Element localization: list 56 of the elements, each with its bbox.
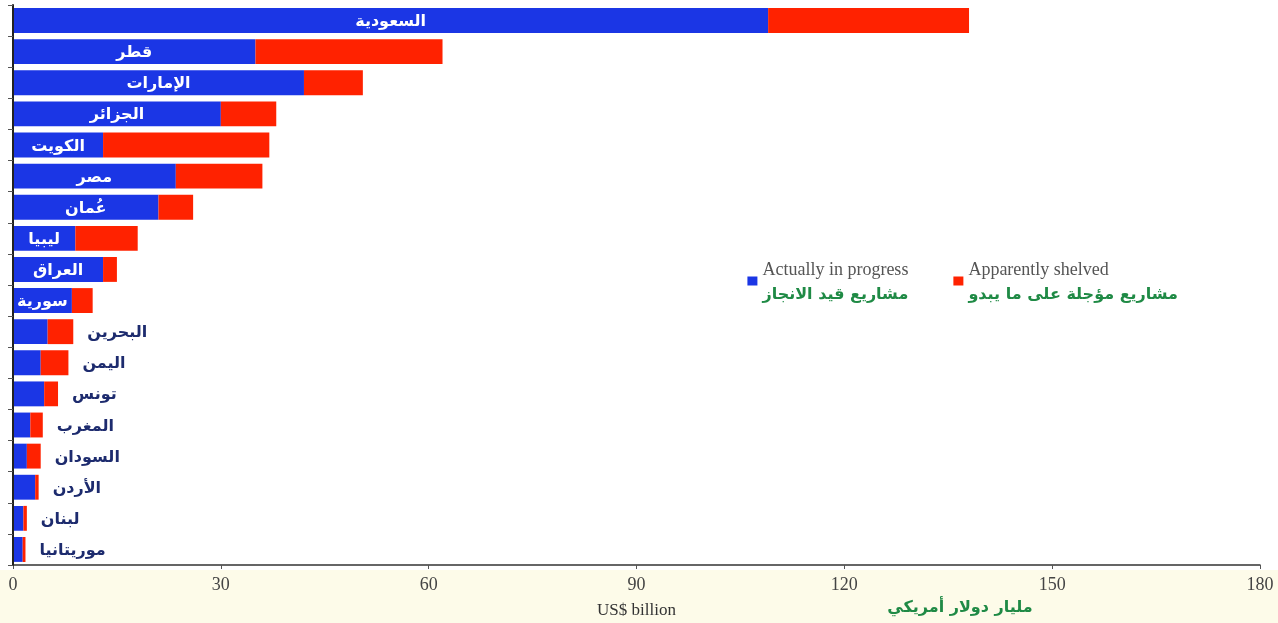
bar [103,257,117,282]
y-tick-label: لبنان [40,508,80,528]
bar [13,163,176,189]
text: مليار دولار أمريكي [887,595,1033,617]
bar [13,39,256,65]
y-tick-label: الإمارات [126,73,191,93]
y-tick-label: قطر [115,42,153,62]
y-tick-label: ليبيا [28,228,60,248]
bar [23,505,27,531]
bar [220,101,277,127]
y-tick-label: البحرين [87,322,148,342]
bar [13,194,159,220]
bar [71,288,93,313]
bar [13,70,304,96]
bar [13,474,36,500]
x-tick-label: 180 [1246,574,1274,594]
y-tick-label: الأردن [52,477,102,497]
x-tick-label: 90 [627,574,646,594]
bar [35,474,39,500]
y-tick-label: سورية [17,291,68,311]
y-tick-label: تونس [72,384,117,404]
y-tick-label: مصر [75,166,113,186]
y-tick-label: العراق [32,259,84,279]
bar [175,163,263,189]
bar [255,39,443,65]
x-tick-label: 120 [830,574,858,594]
bar [13,381,45,407]
y-tick-label: السعودية [355,11,426,31]
y-tick-label: اليمن [82,353,126,373]
bar [13,319,48,345]
y-tick-label: الجزائر [88,104,145,124]
y-tick-label: الكويت [31,135,85,155]
bar [303,70,363,96]
bar [13,443,27,469]
y-tick-label: عُمان [65,197,107,217]
y-tick-label: السودان [54,446,120,466]
x-axis-title: US$ billion [597,600,677,619]
bar [44,381,59,407]
bar [13,8,769,33]
bar [40,350,69,376]
bar [26,443,41,469]
bar [13,537,23,562]
y-tick-label: موريتانيا [39,539,106,559]
bar [158,194,194,220]
x-tick-label: 0 [8,574,18,594]
bar [13,101,221,127]
bar [768,8,970,33]
bar [47,319,74,345]
bar [103,132,270,158]
bar [13,350,41,376]
x-tick-label: 60 [419,574,438,594]
bar [75,225,138,251]
bar [30,412,43,438]
x-tick-label: 150 [1038,574,1066,594]
y-tick-label: المغرب [56,415,115,435]
x-tick-label: 30 [211,574,230,594]
